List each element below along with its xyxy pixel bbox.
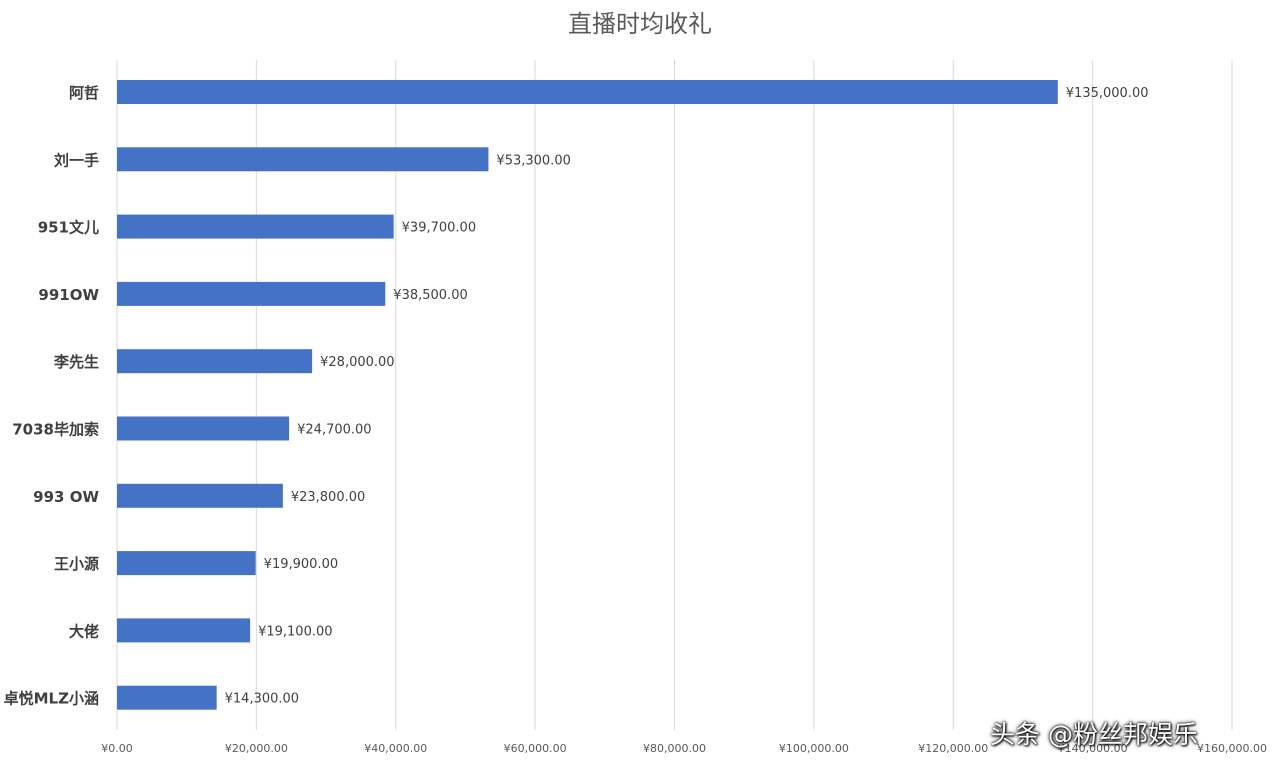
data-label: ¥38,500.00 [393, 288, 467, 303]
category-label: 991OW [38, 286, 99, 304]
x-tick-label: ¥120,000.00 [918, 742, 988, 755]
category-label: 李先生 [53, 353, 99, 371]
data-label: ¥19,900.00 [264, 557, 338, 572]
x-tick-label: ¥0.00 [101, 742, 133, 755]
data-label: ¥53,300.00 [496, 153, 570, 168]
data-label: ¥39,700.00 [402, 221, 476, 236]
category-label: 卓悦MLZ小涵 [4, 690, 99, 708]
bar [117, 214, 394, 239]
category-label: 7038毕加索 [12, 421, 99, 439]
category-label: 阿哲 [69, 84, 99, 102]
bar [117, 349, 313, 374]
x-tick-label: ¥20,000.00 [225, 742, 288, 755]
x-tick-label: ¥80,000.00 [643, 742, 706, 755]
data-label: ¥23,800.00 [291, 490, 365, 505]
category-label: 993 OW [33, 488, 99, 506]
category-label: 951文儿 [38, 219, 99, 237]
x-tick-label: ¥60,000.00 [504, 742, 567, 755]
data-label: ¥135,000.00 [1066, 86, 1149, 101]
watermark-text: 头条 @粉丝邦娱乐 [990, 720, 1198, 749]
x-tick-label: ¥40,000.00 [364, 742, 427, 755]
bar [117, 483, 283, 508]
bar [117, 416, 290, 441]
bar [117, 80, 1058, 104]
bar [117, 281, 386, 306]
bar [117, 147, 489, 172]
x-tick-label: ¥100,000.00 [779, 742, 849, 755]
x-tick-label: ¥140,000.00 [1058, 742, 1128, 755]
data-label: ¥14,300.00 [225, 692, 299, 707]
data-label: ¥24,700.00 [297, 423, 371, 438]
data-label: ¥19,100.00 [258, 624, 332, 639]
chart-title: 直播时均收礼 [568, 10, 712, 38]
bar [117, 618, 251, 643]
x-tick-label: ¥160,000.00 [1197, 742, 1267, 755]
bar [117, 551, 256, 576]
category-label: 王小源 [54, 555, 99, 573]
bar [117, 685, 217, 710]
category-label: 刘一手 [54, 151, 99, 169]
category-label: 大佬 [69, 622, 99, 640]
data-label: ¥28,000.00 [320, 355, 394, 370]
